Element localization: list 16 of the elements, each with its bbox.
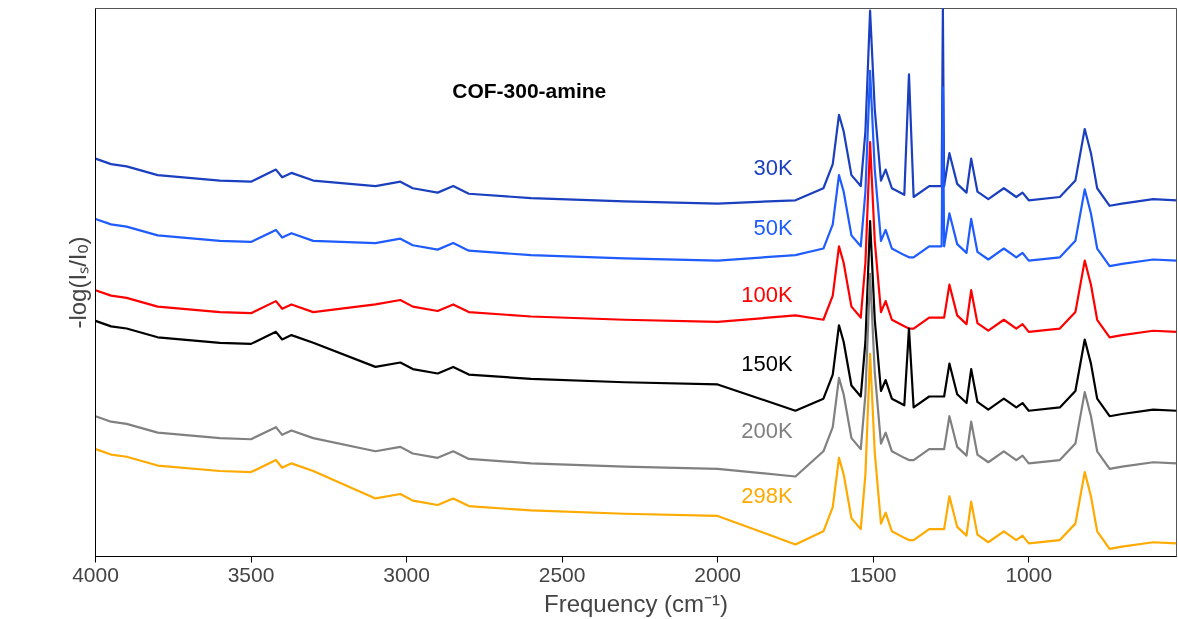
y-axis-title: -log(Iₛ/Iₒ) — [63, 236, 91, 329]
series-label: 30K — [753, 155, 794, 181]
x-axis-title: Frequency (cm⁻¹) — [543, 589, 729, 617]
x-tick-label: 3500 — [227, 562, 275, 586]
x-tick-label: 4000 — [72, 562, 119, 586]
series-label: 298K — [741, 482, 794, 508]
series-label: 100K — [741, 282, 794, 308]
x-tick-label: 2500 — [538, 562, 586, 586]
x-tick-label: 1500 — [849, 562, 897, 586]
x-tick-label: 3000 — [383, 562, 430, 586]
series-label: 200K — [741, 418, 794, 444]
series-label: 50K — [753, 215, 794, 241]
x-tick-label: 2000 — [694, 562, 742, 586]
x-tick-label: 1000 — [1005, 562, 1053, 586]
series-label: 150K — [741, 351, 794, 377]
text: COF-300-amine — [452, 78, 607, 102]
